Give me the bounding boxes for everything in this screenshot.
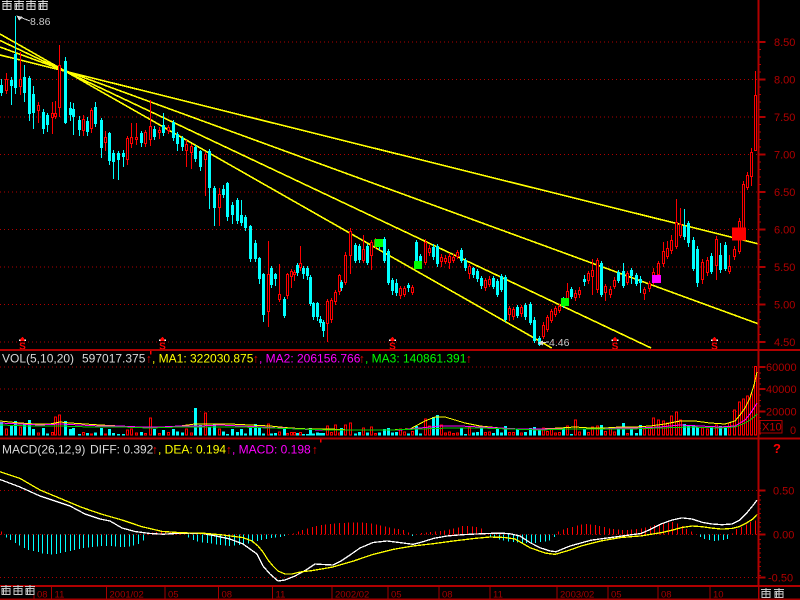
svg-text:4.46: 4.46: [549, 337, 570, 349]
svg-text:2002/02: 2002/02: [335, 590, 369, 600]
svg-text:11: 11: [55, 590, 65, 600]
svg-text:S: S: [19, 342, 26, 353]
svg-text:05: 05: [611, 590, 622, 600]
svg-text:11: 11: [493, 590, 503, 600]
svg-text:0.00: 0.00: [773, 530, 794, 542]
svg-text:05: 05: [391, 590, 402, 600]
svg-text:11: 11: [276, 590, 286, 600]
svg-text:S: S: [612, 342, 619, 353]
svg-text:4.50: 4.50: [774, 337, 795, 349]
svg-text:-0.50: -0.50: [768, 573, 793, 585]
svg-text:5.50: 5.50: [774, 262, 795, 274]
svg-text:7.50: 7.50: [774, 112, 795, 124]
svg-text:40000: 40000: [766, 384, 797, 396]
svg-text:VOL(5,10,20): VOL(5,10,20): [2, 352, 74, 366]
svg-text:08: 08: [37, 590, 48, 600]
svg-text:, DEA: 0.194: , DEA: 0.194: [158, 443, 226, 457]
svg-text:↑: ↑: [253, 352, 259, 366]
svg-text:, MA3: 140861.391: , MA3: 140861.391: [365, 352, 467, 366]
svg-text:08: 08: [222, 590, 233, 600]
svg-text:05: 05: [168, 590, 179, 600]
svg-text:6.50: 6.50: [774, 187, 795, 199]
svg-text:7.00: 7.00: [774, 150, 795, 162]
svg-text:↑: ↑: [312, 443, 318, 457]
svg-text:↑: ↑: [146, 352, 152, 366]
svg-text:, MACD: 0.198: , MACD: 0.198: [232, 443, 311, 457]
svg-text:0: 0: [790, 425, 796, 437]
svg-text:08: 08: [442, 590, 453, 600]
svg-text:20000: 20000: [766, 406, 797, 418]
svg-text:2003/02: 2003/02: [560, 590, 594, 600]
svg-text:S: S: [389, 342, 396, 353]
svg-text:0.50: 0.50: [773, 486, 794, 498]
svg-text:↑: ↑: [152, 443, 158, 457]
svg-text:, MA2: 206156.766: , MA2: 206156.766: [259, 352, 361, 366]
svg-text:↑: ↑: [226, 443, 232, 457]
svg-text:, MA1: 322030.875: , MA1: 322030.875: [152, 352, 254, 366]
svg-text:MACD(26,12,9): MACD(26,12,9): [2, 443, 85, 457]
svg-text:6.00: 6.00: [774, 225, 795, 237]
svg-text:S: S: [711, 342, 718, 353]
svg-text:?: ?: [773, 441, 781, 456]
svg-text:X10: X10: [762, 422, 782, 434]
svg-text:8.00: 8.00: [774, 75, 795, 87]
svg-text:↑: ↑: [466, 352, 472, 366]
svg-text:↑: ↑: [359, 352, 365, 366]
svg-text:2001/02: 2001/02: [110, 590, 144, 600]
svg-text:08: 08: [661, 590, 672, 600]
svg-text:597017.375: 597017.375: [82, 352, 146, 366]
svg-text:DIFF: 0.392: DIFF: 0.392: [90, 443, 154, 457]
svg-text:8.86: 8.86: [30, 16, 51, 28]
svg-text:5.00: 5.00: [774, 300, 795, 312]
svg-text:8.50: 8.50: [774, 37, 795, 49]
svg-text:60000: 60000: [766, 362, 797, 374]
svg-text:S: S: [159, 342, 166, 353]
svg-text:10: 10: [713, 590, 724, 600]
